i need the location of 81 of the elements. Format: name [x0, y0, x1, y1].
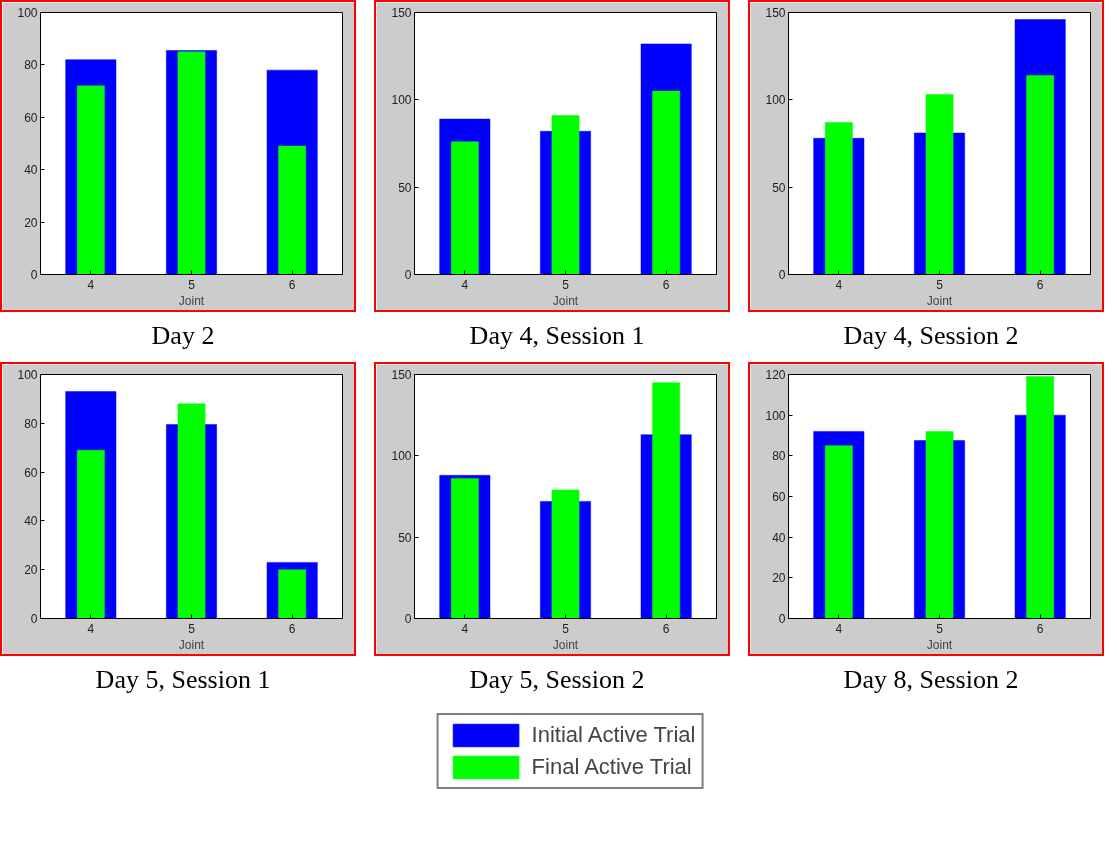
text: Day 5, Session 2	[469, 664, 645, 696]
y-tick-label: 0	[404, 612, 412, 626]
bar	[824, 122, 853, 275]
y-tick-label: 60	[772, 490, 786, 504]
y-tick-label: 0	[778, 268, 786, 282]
y-tick-label: 60	[24, 110, 38, 125]
bar	[925, 94, 954, 275]
x-axis-title: Joint	[552, 637, 579, 652]
y-tick-label: 50	[772, 180, 786, 195]
y-tick-label: 0	[404, 268, 412, 282]
y-tick-label: 0	[778, 612, 786, 626]
y-tick-label: 20	[24, 215, 38, 230]
x-tick-label: 6	[288, 277, 296, 292]
y-tick-label: 0	[30, 612, 38, 626]
bar	[76, 85, 105, 275]
x-tick-label: 6	[662, 277, 670, 292]
bar	[76, 449, 105, 619]
bar	[450, 478, 479, 619]
y-tick-label: 80	[24, 58, 38, 73]
bar	[652, 90, 681, 275]
y-tick-label: 40	[772, 530, 786, 545]
y-tick-label: 50	[398, 180, 412, 195]
bar	[177, 403, 206, 619]
x-tick-label: 6	[1036, 277, 1044, 292]
x-axis-title: Joint	[926, 293, 953, 308]
bar	[824, 445, 853, 619]
x-axis-title: Joint	[178, 637, 205, 652]
text: Day 8, Session 2	[843, 664, 1019, 696]
y-tick-label: 40	[24, 514, 38, 529]
y-tick-label: 100	[391, 449, 412, 464]
x-tick-label: 5	[936, 621, 944, 636]
x-tick-label: 4	[87, 621, 95, 636]
x-axis-title: Joint	[552, 293, 579, 308]
y-tick-label: 50	[398, 530, 412, 545]
x-tick-label: 4	[87, 277, 95, 292]
legend-label: Final Active Trial	[531, 754, 692, 780]
x-axis-title: Joint	[926, 637, 953, 652]
bar	[278, 569, 307, 619]
y-tick-label: 20	[772, 571, 786, 586]
y-tick-label: 150	[391, 6, 412, 20]
text: Day 2	[151, 320, 215, 352]
y-tick-label: 80	[24, 416, 38, 431]
y-tick-label: 150	[765, 6, 786, 20]
y-tick-label: 20	[24, 563, 38, 578]
x-tick-label: 5	[562, 621, 570, 636]
bar	[551, 489, 580, 619]
x-tick-label: 5	[562, 277, 570, 292]
y-tick-label: 60	[24, 465, 38, 480]
bar	[652, 382, 681, 619]
bar	[551, 115, 580, 275]
bar	[177, 51, 206, 275]
x-axis-title: Joint	[178, 293, 205, 308]
y-tick-label: 100	[17, 368, 38, 382]
y-tick-label: 120	[765, 368, 786, 382]
text: Day 4, Session 2	[843, 320, 1019, 352]
x-tick-label: 6	[662, 621, 670, 636]
bar	[1026, 75, 1055, 275]
y-tick-label: 100	[17, 6, 38, 20]
x-tick-label: 4	[835, 621, 843, 636]
legend-label: Initial Active Trial	[531, 722, 696, 748]
y-tick-label: 80	[772, 449, 786, 464]
y-tick-label: 0	[30, 268, 38, 282]
x-tick-label: 5	[188, 621, 196, 636]
y-tick-label: 150	[391, 368, 412, 382]
y-tick-label: 100	[391, 93, 412, 108]
bar	[278, 145, 307, 275]
x-tick-label: 4	[461, 621, 469, 636]
text: Day 5, Session 1	[95, 664, 271, 696]
y-tick-label: 40	[24, 163, 38, 178]
x-tick-label: 6	[1036, 621, 1044, 636]
y-tick-label: 100	[765, 408, 786, 423]
bar	[1026, 376, 1055, 619]
x-tick-label: 6	[288, 621, 296, 636]
bar	[925, 431, 954, 619]
text: Day 4, Session 1	[469, 320, 645, 352]
x-tick-label: 5	[936, 277, 944, 292]
x-tick-label: 5	[188, 277, 196, 292]
x-tick-label: 4	[835, 277, 843, 292]
bar	[450, 141, 479, 275]
x-tick-label: 4	[461, 277, 469, 292]
y-tick-label: 100	[765, 93, 786, 108]
